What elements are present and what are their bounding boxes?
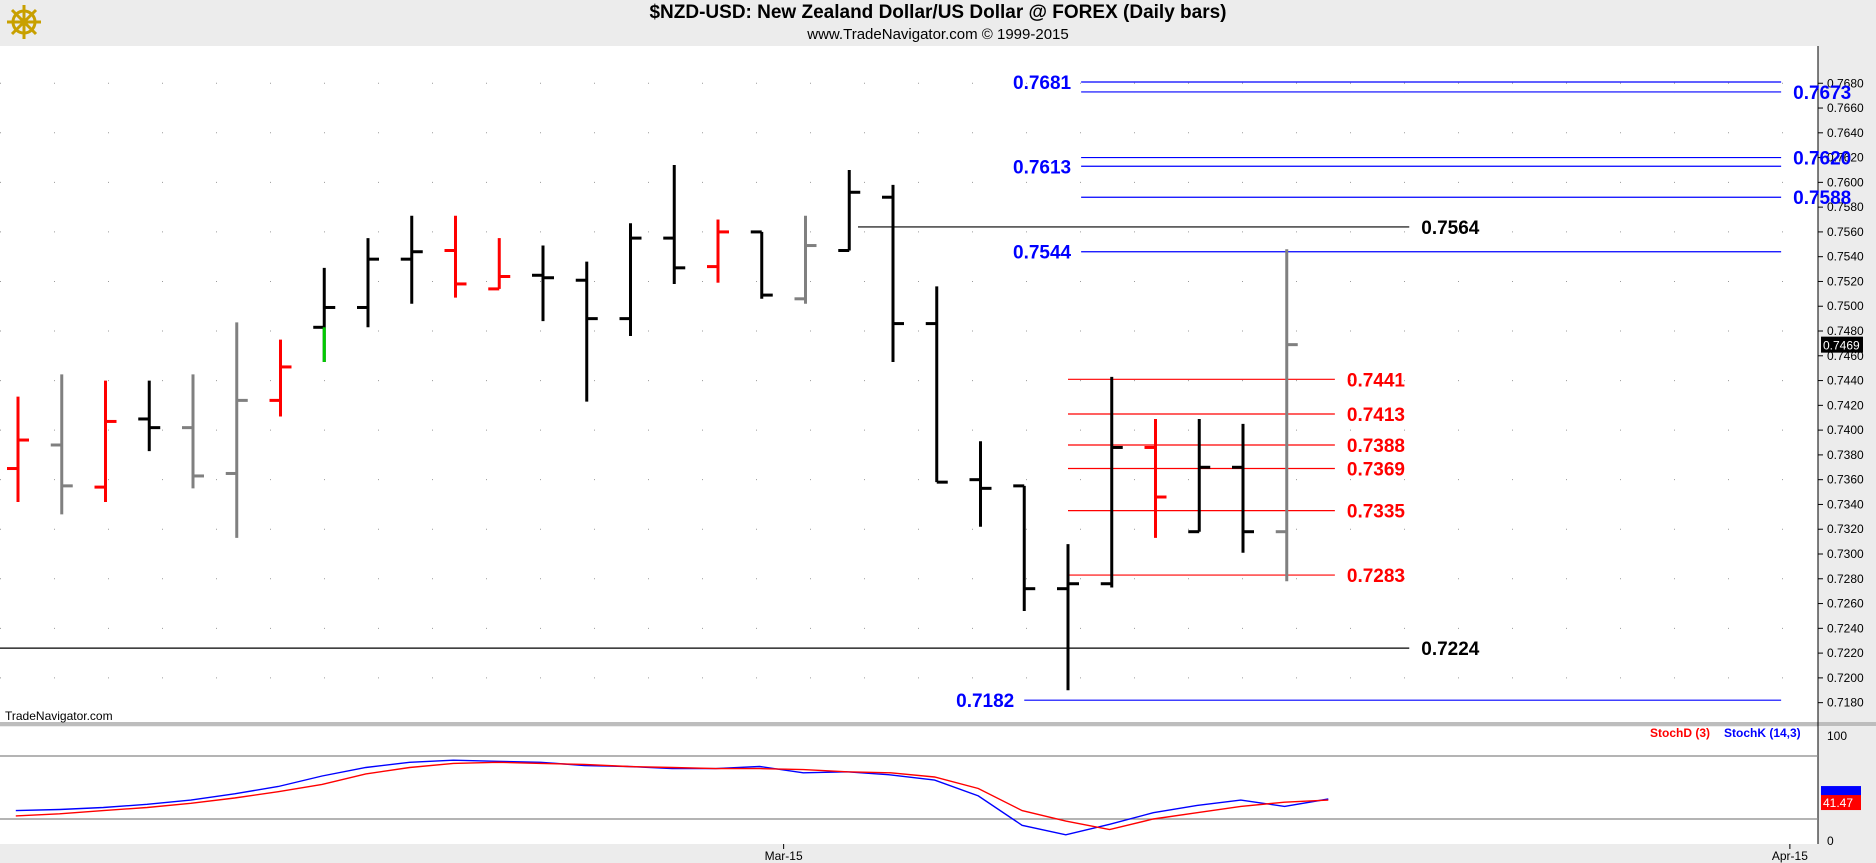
price-tick-label: 0.7440	[1827, 374, 1864, 388]
price-tick-label: 0.7500	[1827, 299, 1864, 313]
ohlc-bar	[1057, 544, 1079, 691]
ohlc-bar	[882, 184, 904, 362]
price-tick-label: 0.7320	[1827, 522, 1864, 536]
price-tick-label: 0.7560	[1827, 225, 1864, 239]
date-axis: Mar-15 Apr-15	[765, 844, 1808, 863]
level-label: 0.7588	[1793, 188, 1851, 209]
level-label: 0.7673	[1793, 83, 1851, 104]
chart-header: $NZD-USD: New Zealand Dollar/US Dollar @…	[0, 0, 1876, 46]
price-tick-label: 0.7200	[1827, 671, 1864, 685]
ohlc-bar	[269, 339, 292, 417]
level-label: 0.7620	[1793, 149, 1851, 170]
ohlc-bar	[313, 267, 336, 362]
ohlc-bar	[925, 286, 948, 484]
ohlc-bar	[1013, 484, 1036, 611]
ohlc-bar	[1275, 249, 1298, 582]
price-tick-label: 0.7400	[1827, 423, 1864, 437]
price-tick-label: 0.7260	[1827, 597, 1864, 611]
ohlc-bar	[357, 238, 379, 328]
price-tick-label: 0.7240	[1827, 621, 1864, 635]
fib-levels: 0.7681 0.7673 0.7620 0.7613 0.7588 0.7564 0.75…	[0, 73, 1851, 712]
ohlc-bar	[138, 380, 161, 452]
level-label: 0.7681	[1013, 73, 1072, 94]
ohlc-bar	[575, 261, 598, 402]
price-tick-label: 0.7360	[1827, 473, 1864, 487]
price-bars	[7, 165, 1298, 691]
ohlc-bar	[1232, 423, 1254, 553]
ship-wheel-logo-icon	[7, 5, 41, 39]
stoch-d-value-box	[1821, 795, 1861, 811]
level-label: 0.7544	[1013, 243, 1072, 264]
stoch-value-label: 41.47	[1823, 796, 1853, 810]
price-axis-area	[1818, 46, 1876, 844]
stoch-pane[interactable]	[0, 727, 1818, 844]
ohlc-bar	[488, 238, 511, 291]
watermark-text: TradeNavigator.com	[5, 709, 113, 723]
price-tick-label: 0.7640	[1827, 126, 1864, 140]
price-tick-label: 0.7520	[1827, 274, 1864, 288]
ohlc-bar	[1144, 418, 1167, 538]
price-tick-label: 0.7340	[1827, 497, 1864, 511]
ohlc-bar	[663, 165, 686, 284]
level-label: 0.7224	[1421, 639, 1480, 660]
level-label: 0.7283	[1347, 566, 1405, 587]
price-tick-label: 0.7300	[1827, 547, 1864, 561]
price-tick-label: 0.7480	[1827, 324, 1864, 338]
price-tick-label: 0.7220	[1827, 646, 1864, 660]
price-tick-label: 0.7280	[1827, 572, 1864, 586]
ohlc-bar	[532, 245, 554, 322]
ohlc-bar	[50, 374, 73, 515]
stochastic-indicator: 100 0 StochD (3) StochK (14,3) 41.47	[0, 726, 1861, 848]
price-tick-label: 0.7600	[1827, 175, 1864, 189]
ohlc-bar	[619, 223, 642, 336]
ohlc-bar	[182, 374, 204, 489]
stoch-tick-label: 0	[1827, 834, 1834, 848]
ohlc-bar	[794, 215, 817, 304]
price-pane[interactable]	[0, 46, 1818, 722]
stoch-series-line	[15, 761, 1329, 831]
stoch-legend-item: StochD (3)	[1650, 726, 1710, 740]
level-label: 0.7441	[1347, 370, 1406, 391]
level-label: 0.7564	[1421, 218, 1480, 239]
level-label: 0.7413	[1347, 405, 1405, 426]
level-label: 0.7369	[1347, 460, 1405, 481]
copyright-text: www.TradeNavigator.com © 1999-2015	[807, 26, 1069, 43]
price-tick-label: 0.7580	[1827, 200, 1864, 214]
date-tick-label: Mar-15	[765, 849, 803, 863]
last-price-box	[1821, 336, 1863, 353]
price-tick-label: 0.7420	[1827, 398, 1864, 412]
level-label: 0.7335	[1347, 502, 1406, 523]
date-tick-label: Apr-15	[1772, 849, 1808, 863]
price-tick-label: 0.7380	[1827, 448, 1864, 462]
price-tick-label: 0.7660	[1827, 101, 1864, 115]
ohlc-bar	[225, 322, 248, 538]
ohlc-bar	[1188, 418, 1211, 534]
price-tick-label: 0.7180	[1827, 696, 1864, 710]
price-axis-ticks: 0.7680 0.7660 0.7640 0.7620 0.7600 0.7580 0.75…	[1818, 76, 1864, 710]
ohlc-bar	[1100, 376, 1123, 588]
ohlc-bar	[94, 380, 117, 502]
last-price-tag: 0.7469	[1821, 336, 1863, 353]
ohlc-bar	[838, 169, 861, 252]
level-label: 0.7388	[1347, 436, 1405, 457]
last-price-label: 0.7469	[1823, 339, 1860, 353]
stoch-tick-label: 100	[1827, 729, 1847, 743]
price-tick-label: 0.7620	[1827, 151, 1864, 165]
level-label: 0.7613	[1013, 157, 1071, 178]
ohlc-bar	[750, 230, 773, 299]
level-label: 0.7182	[956, 691, 1014, 712]
price-tick-label: 0.7540	[1827, 250, 1864, 264]
ohlc-bar	[444, 215, 467, 298]
ohlc-bar	[969, 441, 992, 527]
ohlc-bar	[400, 215, 423, 304]
ohlc-bar	[7, 396, 29, 502]
chart-title: $NZD-USD: New Zealand Dollar/US Dollar @…	[649, 2, 1227, 23]
stoch-series-line	[15, 759, 1329, 836]
price-tick-label: 0.7680	[1827, 76, 1864, 90]
stoch-legend-item: StochK (14,3)	[1724, 726, 1801, 740]
ohlc-bar	[707, 219, 729, 283]
